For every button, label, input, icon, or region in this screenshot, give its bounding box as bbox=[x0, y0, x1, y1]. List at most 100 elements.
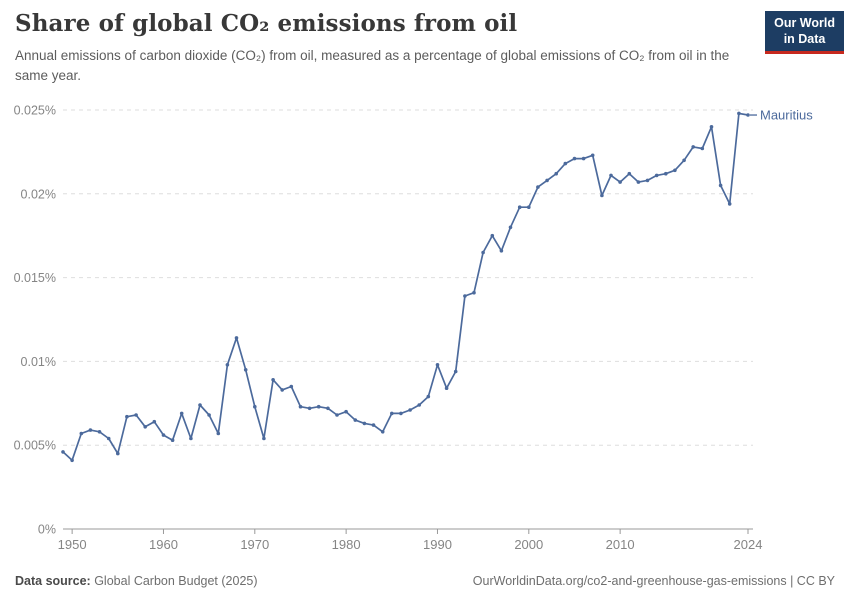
y-tick-label: 0.02% bbox=[21, 187, 56, 201]
data-point[interactable] bbox=[426, 394, 431, 399]
y-tick-label: 0.025% bbox=[14, 104, 56, 118]
data-point[interactable] bbox=[508, 225, 513, 230]
data-point[interactable] bbox=[353, 418, 358, 422]
data-point[interactable] bbox=[463, 294, 467, 298]
data-point[interactable] bbox=[307, 406, 312, 411]
data-point[interactable] bbox=[645, 178, 650, 183]
data-point[interactable] bbox=[682, 158, 686, 163]
data-point[interactable] bbox=[727, 202, 732, 206]
data-point[interactable] bbox=[417, 403, 422, 407]
x-tick-label: 1980 bbox=[332, 537, 361, 552]
data-point[interactable] bbox=[664, 171, 668, 176]
data-point[interactable] bbox=[207, 413, 211, 417]
data-point[interactable] bbox=[590, 153, 595, 158]
data-point[interactable] bbox=[399, 411, 403, 416]
owid-logo-line2: in Data bbox=[783, 31, 826, 46]
data-point[interactable] bbox=[517, 205, 522, 209]
data-point[interactable] bbox=[61, 450, 65, 454]
data-source-label: Data source: bbox=[15, 574, 91, 588]
data-source-value: Global Carbon Budget (2025) bbox=[90, 574, 258, 588]
data-point[interactable] bbox=[545, 178, 549, 183]
data-point[interactable] bbox=[718, 183, 723, 188]
data-point[interactable] bbox=[97, 430, 102, 434]
data-point[interactable] bbox=[371, 423, 376, 427]
x-tick-label: 2010 bbox=[606, 537, 635, 552]
owid-logo[interactable]: Our World in Data bbox=[765, 11, 844, 55]
data-point[interactable] bbox=[499, 249, 504, 253]
data-point[interactable] bbox=[79, 431, 84, 436]
data-point[interactable] bbox=[289, 384, 294, 389]
data-point[interactable] bbox=[581, 156, 586, 161]
x-tick-label: 1970 bbox=[240, 537, 269, 552]
data-point[interactable] bbox=[106, 436, 111, 441]
data-point[interactable] bbox=[709, 125, 714, 129]
data-point[interactable] bbox=[691, 145, 695, 149]
data-point[interactable] bbox=[125, 414, 129, 419]
data-point[interactable] bbox=[408, 408, 412, 412]
data-point[interactable] bbox=[435, 363, 440, 367]
owid-logo-line1: Our World bbox=[774, 16, 835, 30]
x-tick-label: 1990 bbox=[423, 537, 452, 552]
data-point[interactable] bbox=[627, 171, 632, 176]
data-point[interactable] bbox=[234, 336, 239, 340]
data-point[interactable] bbox=[444, 386, 449, 391]
data-point[interactable] bbox=[179, 411, 184, 416]
data-point[interactable] bbox=[189, 436, 193, 441]
data-point[interactable] bbox=[326, 406, 330, 411]
chart-header: Share of global CO₂ emissions from oil A… bbox=[15, 10, 755, 87]
data-point[interactable] bbox=[490, 233, 495, 238]
data-point[interactable] bbox=[344, 409, 348, 414]
data-point[interactable] bbox=[636, 180, 641, 184]
data-point[interactable] bbox=[170, 438, 175, 443]
y-tick-label: 0% bbox=[38, 523, 56, 537]
data-point[interactable] bbox=[453, 369, 458, 374]
data-point[interactable] bbox=[243, 368, 248, 372]
data-point[interactable] bbox=[536, 185, 540, 189]
data-point[interactable] bbox=[563, 161, 568, 166]
data-point[interactable] bbox=[527, 205, 531, 209]
data-point[interactable] bbox=[472, 290, 476, 295]
entity-label[interactable]: Mauritius bbox=[760, 108, 813, 123]
data-point[interactable] bbox=[152, 419, 157, 424]
data-line[interactable] bbox=[62, 112, 749, 462]
data-point[interactable] bbox=[673, 168, 677, 173]
data-point[interactable] bbox=[161, 433, 166, 437]
y-tick-label: 0.01% bbox=[21, 355, 56, 369]
data-point[interactable] bbox=[70, 458, 74, 463]
chart-footer: Data source: Global Carbon Budget (2025)… bbox=[15, 574, 835, 588]
data-point[interactable] bbox=[134, 413, 138, 417]
data-point[interactable] bbox=[116, 451, 120, 456]
data-point[interactable] bbox=[271, 378, 275, 382]
data-point[interactable] bbox=[316, 404, 321, 409]
chart-subtitle: Annual emissions of carbon dioxide (CO₂)… bbox=[15, 48, 730, 84]
page-title: Share of global CO₂ emissions from oil bbox=[15, 10, 518, 37]
data-point[interactable] bbox=[88, 428, 93, 432]
data-point[interactable] bbox=[335, 413, 339, 417]
data-point[interactable] bbox=[280, 388, 285, 392]
y-tick-label: 0.005% bbox=[14, 439, 56, 453]
data-point[interactable] bbox=[380, 430, 385, 434]
data-point[interactable] bbox=[225, 363, 230, 367]
data-point[interactable] bbox=[362, 421, 367, 426]
data-point[interactable] bbox=[143, 425, 147, 429]
data-point[interactable] bbox=[390, 411, 394, 416]
data-point[interactable] bbox=[746, 113, 750, 117]
data-point[interactable] bbox=[618, 180, 622, 184]
data-point[interactable] bbox=[572, 156, 577, 161]
data-point[interactable] bbox=[609, 173, 613, 178]
data-point[interactable] bbox=[198, 403, 202, 407]
x-tick-label: 1950 bbox=[58, 537, 87, 552]
data-point[interactable] bbox=[216, 431, 221, 436]
data-point[interactable] bbox=[298, 404, 303, 409]
data-point[interactable] bbox=[554, 171, 558, 176]
data-point[interactable] bbox=[481, 250, 485, 255]
data-point[interactable] bbox=[600, 193, 604, 198]
data-point[interactable] bbox=[253, 404, 257, 409]
data-point[interactable] bbox=[700, 146, 705, 151]
data-point[interactable] bbox=[737, 111, 741, 116]
data-point[interactable] bbox=[262, 436, 266, 441]
data-source-note: Data source: Global Carbon Budget (2025) bbox=[15, 574, 258, 588]
x-tick-label: 1960 bbox=[149, 537, 178, 552]
data-point[interactable] bbox=[654, 173, 659, 178]
